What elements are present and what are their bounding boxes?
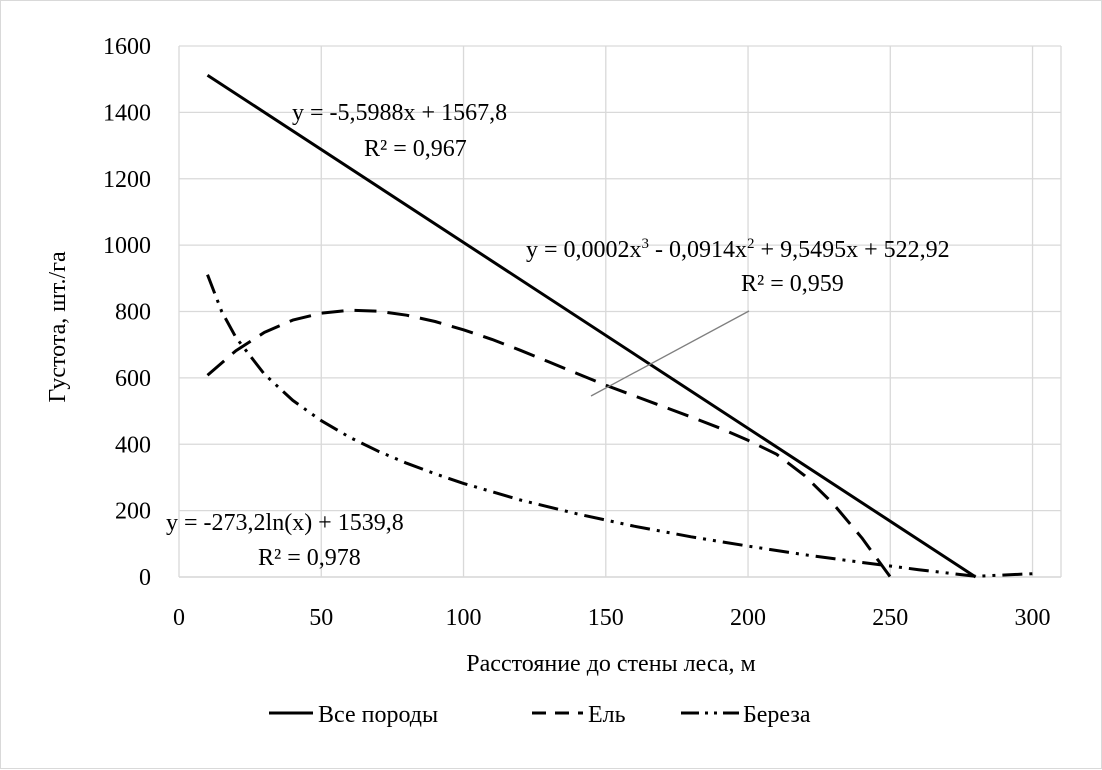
all-species-r2: R² = 0,967	[364, 136, 467, 162]
y-tick-label-8: 1600	[103, 34, 151, 60]
series-line-spruce	[206, 308, 892, 578]
spruce-eq-part-a: y = 0,0002x	[526, 237, 642, 263]
birch-equation: y = -273,2ln(x) + 1539,8	[166, 510, 404, 536]
series-line-birch	[206, 274, 1033, 578]
legend-label-birch: Береза	[743, 702, 811, 728]
y-axis-title: Густота, шт./га	[45, 251, 71, 403]
x-tick-label-3: 150	[588, 605, 624, 631]
y-tick-label-0: 0	[139, 565, 151, 591]
y-tick-label-1: 200	[115, 499, 151, 525]
spruce-eq-sup3: 3	[642, 236, 650, 252]
x-tick-label-2: 100	[446, 605, 482, 631]
spruce-eq-sup2: 2	[747, 236, 755, 252]
spruce-eq-part-b: - 0,0914x	[649, 237, 747, 263]
y-tick-label-6: 1200	[103, 167, 151, 193]
spruce-eq-part-c: + 9,5495x + 522,92	[755, 237, 950, 263]
y-tick-label-7: 1400	[103, 100, 151, 126]
birch-r2: R² = 0,978	[258, 545, 361, 571]
x-tick-label-5: 250	[872, 605, 908, 631]
spruce-equation: y = 0,0002x3 - 0,0914x2 + 9,5495x + 522,…	[526, 236, 950, 263]
all-species-equation: y = -5,5988x + 1567,8	[292, 100, 507, 126]
x-tick-label-6: 300	[1015, 605, 1051, 631]
x-tick-label-4: 200	[730, 605, 766, 631]
spruce-label-leader-line	[590, 310, 750, 397]
x-tick-label-1: 50	[309, 605, 333, 631]
legend-label-all-species: Все породы	[318, 702, 438, 728]
y-tick-label-4: 800	[115, 300, 151, 326]
y-tick-label-5: 1000	[103, 233, 151, 259]
x-axis-title: Расстояние до стены леса, м	[466, 651, 755, 677]
y-tick-label-3: 600	[115, 366, 151, 392]
legend-label-spruce: Ель	[588, 702, 626, 728]
y-tick-label-2: 400	[115, 432, 151, 458]
spruce-r2: R² = 0,959	[741, 271, 844, 297]
y-axis-ticks: 0 200 400 600 800 1000 1200 1400 1600	[103, 34, 151, 591]
series-lines	[206, 73, 1033, 579]
x-axis-ticks: 0 50 100 150 200 250 300	[173, 605, 1051, 631]
legend: Все породы Ель Береза	[269, 702, 811, 728]
series-line-all-species	[206, 73, 977, 579]
x-tick-label-0: 0	[173, 605, 185, 631]
